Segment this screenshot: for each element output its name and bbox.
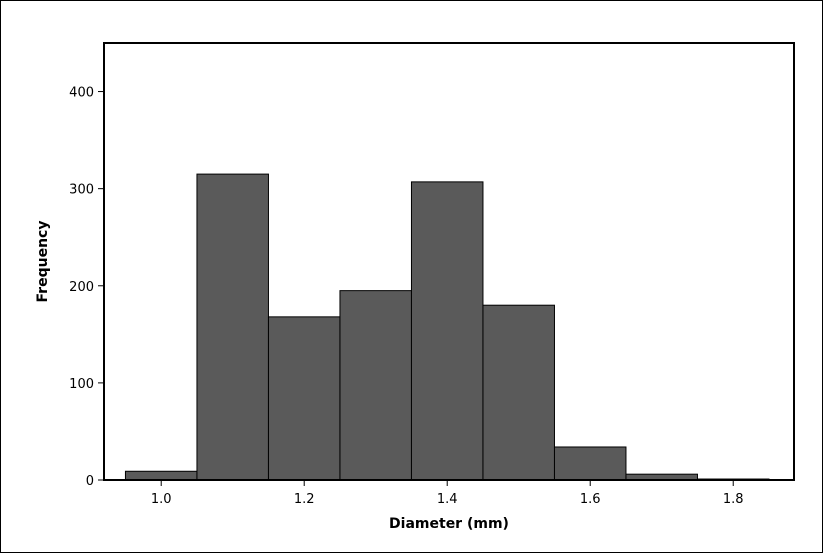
y-tick-label: 200 <box>69 280 94 295</box>
histogram-bar <box>124 470 198 481</box>
y-tick-label: 400 <box>69 86 94 101</box>
x-tick-label: 1.6 <box>580 492 601 507</box>
histogram-bar <box>196 173 269 481</box>
bars-group <box>124 173 770 481</box>
histogram-bar <box>482 304 555 481</box>
y-axis-ticks: 0 100 200 300 400 <box>69 86 104 489</box>
x-axis-ticks: 1.0 1.2 1.4 1.6 1.8 <box>151 480 744 507</box>
y-axis-title: Frequency <box>35 221 51 303</box>
histogram-bar <box>553 446 627 481</box>
x-tick-label: 1.8 <box>723 492 744 507</box>
y-tick-label: 300 <box>69 183 94 198</box>
plot-area-border <box>103 42 795 481</box>
y-tick-label: 0 <box>86 474 94 489</box>
histogram-bar <box>339 290 412 481</box>
histogram-bar <box>410 181 484 481</box>
x-tick-label: 1.2 <box>294 492 315 507</box>
x-tick-label: 1.4 <box>437 492 458 507</box>
x-axis-title: Diameter (mm) <box>389 516 509 532</box>
histogram-bar <box>267 316 341 481</box>
y-tick-label: 100 <box>69 377 94 392</box>
x-tick-label: 1.0 <box>151 492 172 507</box>
